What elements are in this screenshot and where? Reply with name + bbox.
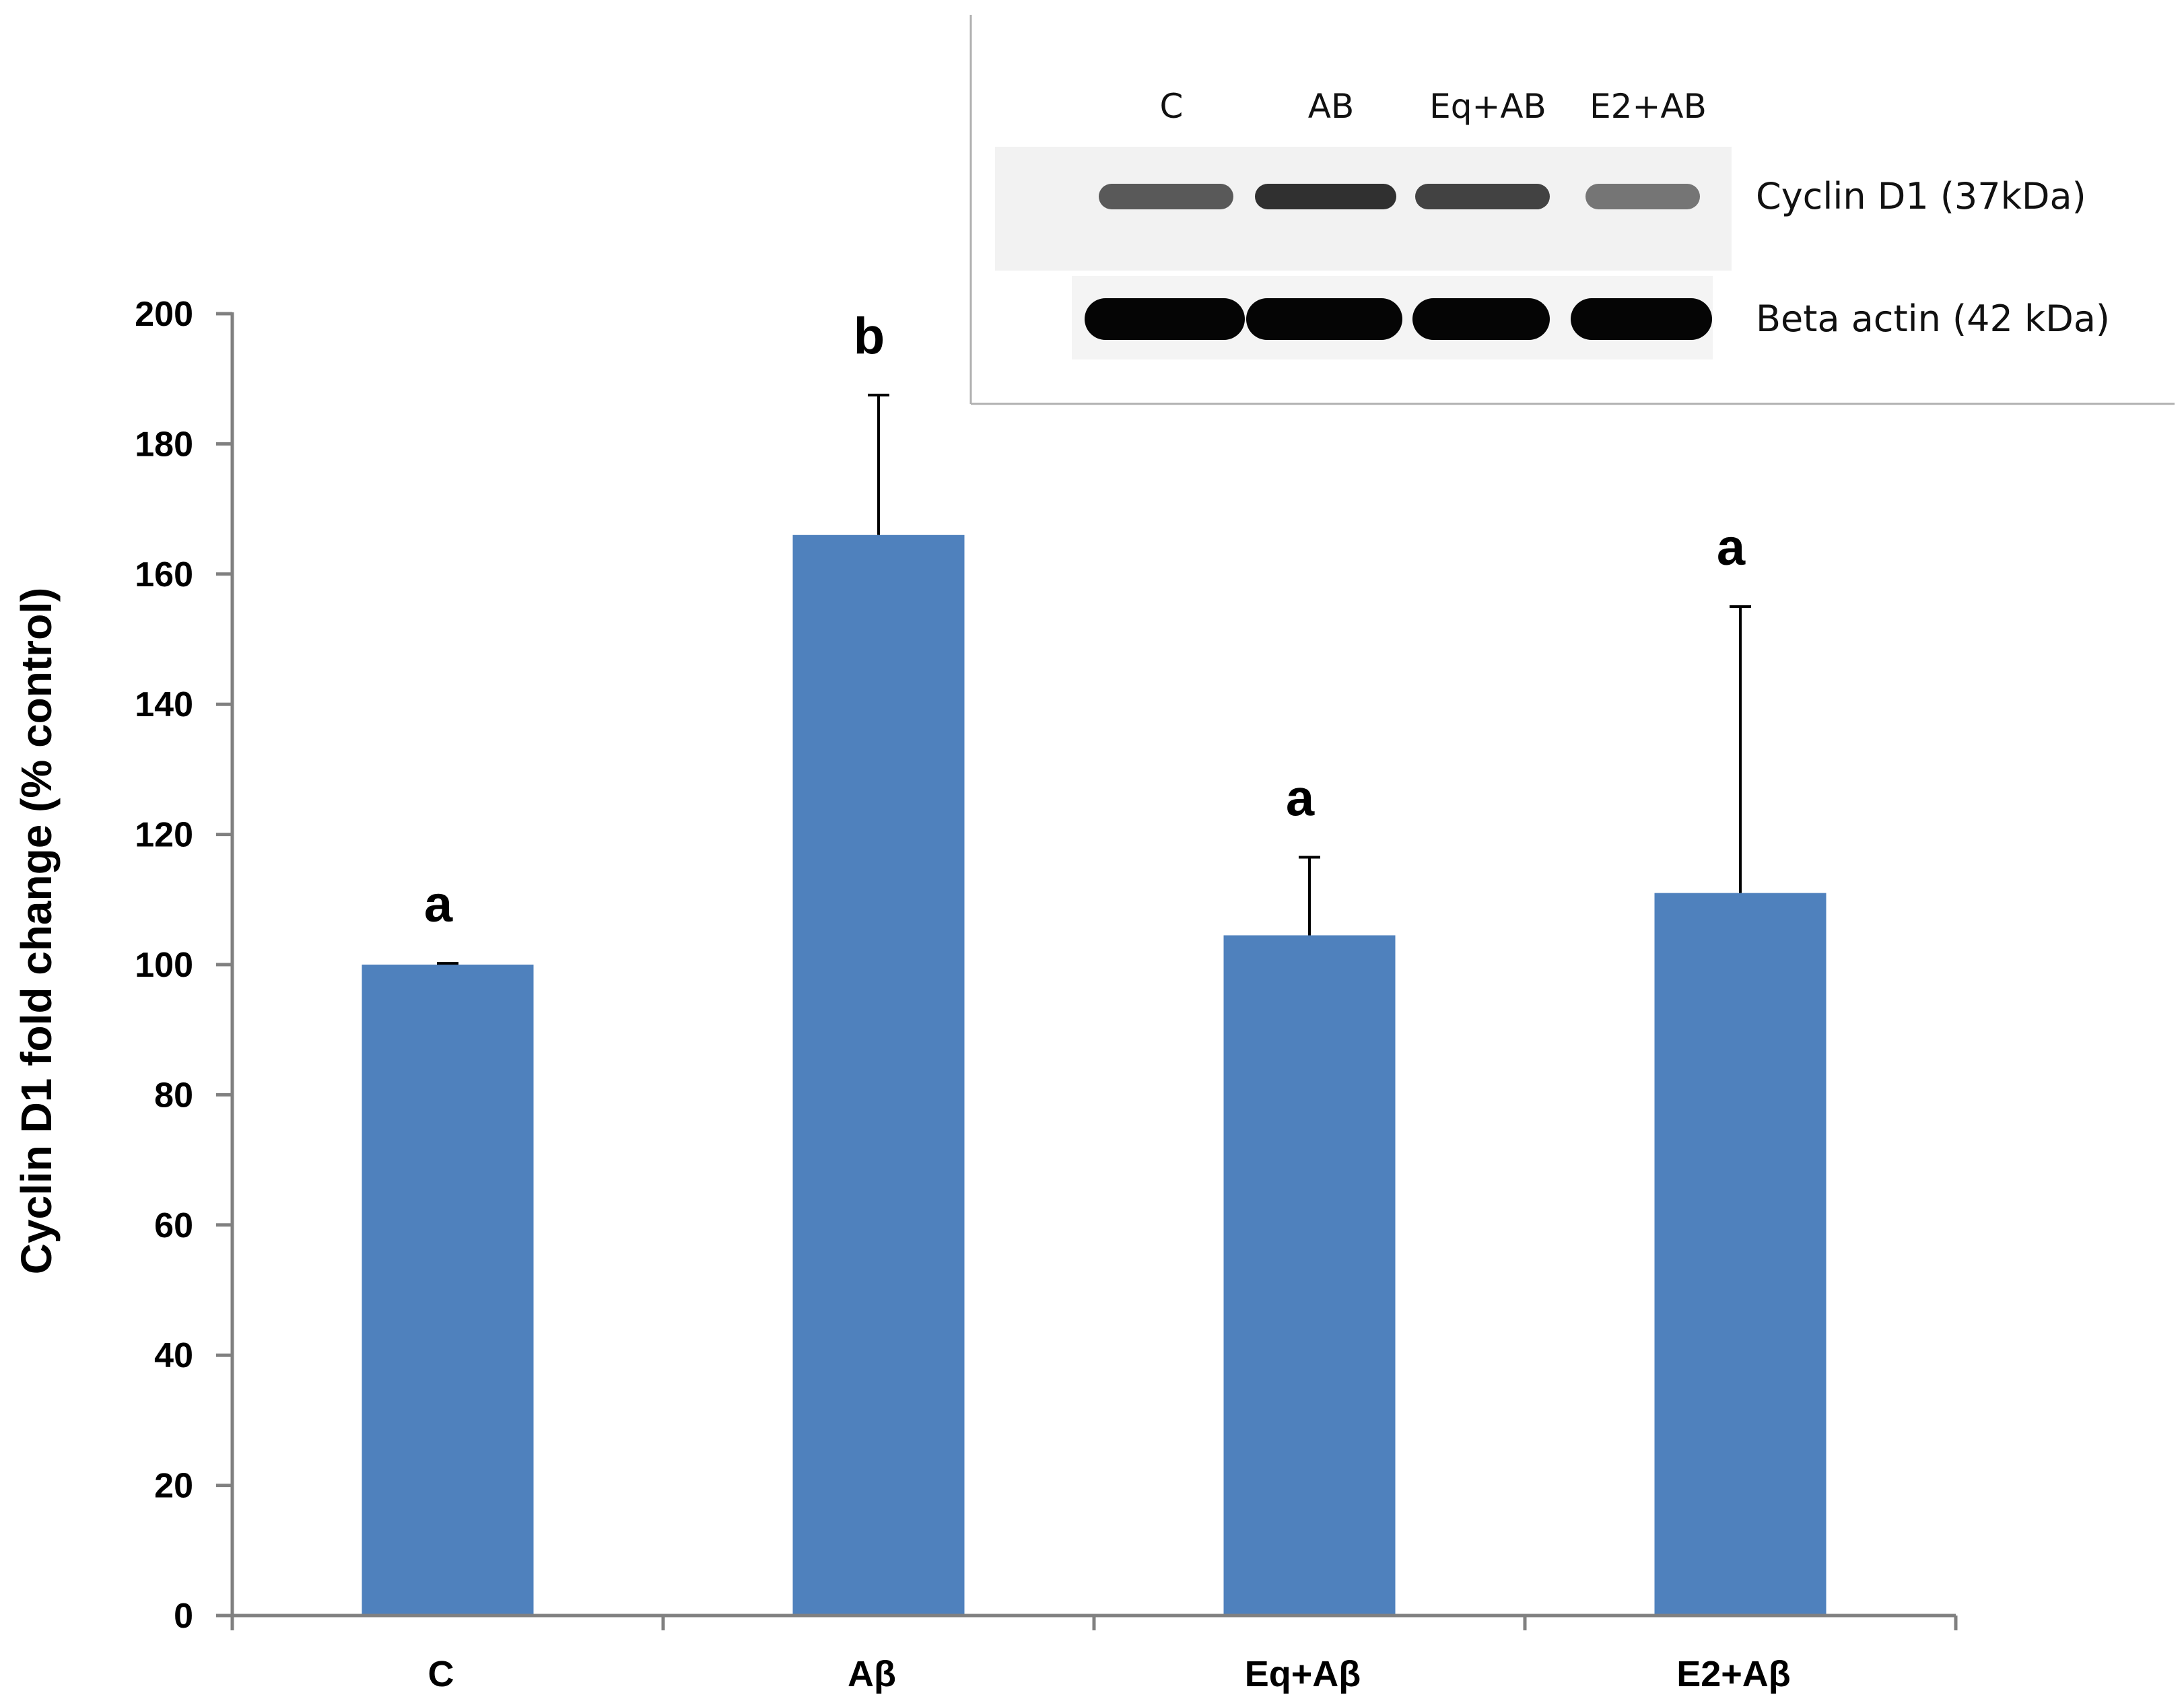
significance-letter: a — [1286, 769, 1315, 827]
lane-label: E2+AB — [1590, 87, 1707, 126]
y-tick-label: 200 — [135, 295, 193, 334]
plot-area: 0 20 40 60 80 100 120 140 160 180 200 a b a a C Aβ Eq+A… — [12, 295, 1958, 1694]
lane-label: AB — [1308, 87, 1355, 126]
y-tick-label: 140 — [135, 685, 193, 724]
y-tick-label: 0 — [174, 1597, 193, 1636]
blot-band — [1255, 184, 1396, 209]
y-tick-label: 100 — [135, 946, 193, 985]
y-tick-label: 60 — [154, 1206, 193, 1245]
blot-band — [1085, 298, 1245, 340]
y-axis-label: Cyclin D1 fold change (% control) — [12, 588, 61, 1275]
bar — [1223, 935, 1396, 1616]
band-label: Cyclin D1 (37kDa) — [1756, 175, 2086, 217]
y-tick-label: 180 — [135, 425, 193, 464]
band-label: Beta actin (42 kDa) — [1756, 298, 2110, 340]
significance-letter: a — [1717, 519, 1746, 576]
y-tick-label: 40 — [154, 1336, 193, 1375]
western-blot-inset: C AB Eq+AB E2+AB Cyclin D1 (37kDa) Beta acti… — [969, 15, 2175, 405]
band-labels: Cyclin D1 (37kDa) Beta actin (42 kDa) — [1756, 175, 2110, 340]
x-axis-categories: C Aβ Eq+Aβ E2+Aβ — [230, 1616, 1958, 1694]
blot-band — [1571, 298, 1712, 340]
x-category-label: Aβ — [848, 1654, 896, 1694]
bar — [792, 534, 965, 1616]
y-axis-ticks: 0 20 40 60 80 100 120 140 160 180 200 — [135, 295, 232, 1636]
blot-band — [1415, 184, 1550, 209]
bar — [362, 965, 534, 1616]
x-category-label: Eq+Aβ — [1245, 1654, 1361, 1694]
y-tick-label: 120 — [135, 816, 193, 855]
significance-labels: a b a a — [424, 308, 1746, 933]
y-tick-label: 160 — [135, 555, 193, 594]
bars — [362, 534, 1827, 1616]
lane-labels: C AB Eq+AB E2+AB — [1160, 87, 1707, 126]
lane-label: Eq+AB — [1429, 87, 1546, 126]
y-tick-label: 20 — [154, 1467, 193, 1506]
blot-band — [1412, 298, 1550, 340]
blot-band — [1246, 298, 1402, 340]
significance-letter: a — [424, 876, 453, 933]
x-category-label: E2+Aβ — [1676, 1654, 1791, 1694]
blot-band — [1099, 184, 1233, 209]
error-bars — [437, 393, 1751, 965]
significance-letter: b — [854, 308, 885, 365]
bar — [1654, 893, 1827, 1616]
blot-band — [1585, 184, 1700, 209]
lane-label: C — [1160, 87, 1184, 126]
y-tick-label: 80 — [154, 1076, 193, 1115]
x-category-label: C — [428, 1654, 454, 1694]
blot-strips — [995, 147, 1732, 359]
